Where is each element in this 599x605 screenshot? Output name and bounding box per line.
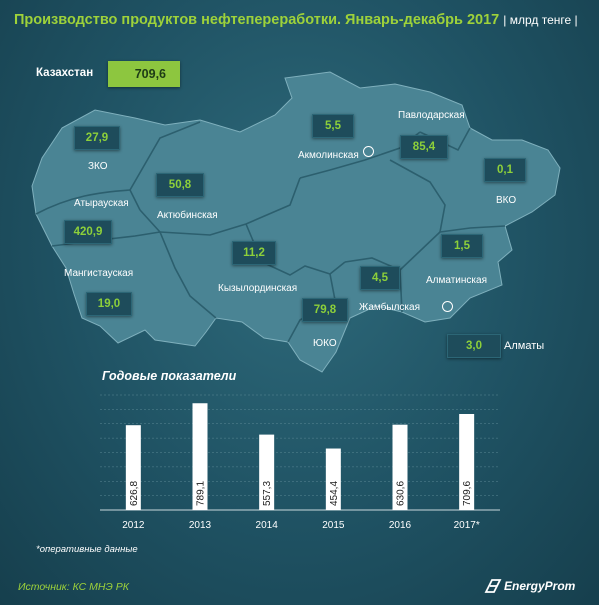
kyzylorda-value: 11,2	[232, 241, 276, 265]
chart-x-tick-label: 2013	[189, 520, 212, 531]
vko-label: ВКО	[496, 195, 517, 206]
almaty-city-marker	[442, 301, 453, 312]
chart-bar-value-label: 557,3	[262, 481, 273, 506]
chart-bar-value-label: 626,8	[129, 481, 140, 506]
chart-x-tick-labels: 2012 2013 2014 2015 2016 2017*	[122, 520, 480, 531]
title-text: Производство продуктов нефтепереработки.…	[14, 12, 500, 28]
chart-bar-2017*	[459, 413, 475, 510]
pavlodar-value: 85,4	[400, 135, 448, 159]
aktobe-value: 50,8	[156, 173, 204, 197]
zhambyl-label: Жамбылская	[359, 302, 420, 313]
chart-bar-value-label: 709,6	[462, 481, 473, 506]
zko-value: 27,9	[74, 126, 120, 150]
mangystau-label: Мангистауская	[64, 268, 134, 279]
mangystau-value: 19,0	[86, 292, 132, 316]
aktobe-label: Актюбинская	[157, 210, 218, 221]
chart-bar-value-label: 454,4	[329, 481, 340, 506]
zhambyl-value: 4,5	[360, 266, 400, 290]
chart-bar-2015	[325, 448, 341, 510]
kyzylorda-label: Кызылординская	[218, 283, 298, 294]
chart-x-tick-label: 2015	[322, 520, 345, 531]
chart-title: Годовые показатели	[102, 369, 237, 383]
almaty-obl-label: Алматинская	[426, 275, 487, 286]
chart-x-tick-label: 2017*	[454, 520, 480, 531]
almaty-obl-value: 1,5	[441, 234, 483, 258]
uko-value: 79,8	[302, 298, 348, 322]
chart-bar-value-label: 789,1	[196, 481, 207, 506]
almaty-city-value: 3,0	[447, 334, 501, 358]
chart-x-tick-label: 2014	[256, 520, 279, 531]
akmola-value: 5,5	[312, 114, 354, 138]
chart-bar-value-label: 630,6	[396, 481, 407, 506]
logo-text: EnergyProm	[504, 579, 576, 593]
atyrau-label: Атырауская	[74, 198, 129, 209]
chart-bars: 626,8 789,1 557,3 454,4 630,6 709,6	[125, 403, 475, 510]
chart-x-tick-label: 2012	[122, 520, 145, 531]
almaty-city-label: Алматы	[504, 340, 545, 352]
chart-bar-2012	[125, 425, 141, 510]
zko-label: ЗКО	[88, 161, 108, 172]
page-title: Производство продуктов нефтепереработки.…	[14, 12, 589, 28]
annual-bar-chart: 626,8 789,1 557,3 454,4 630,6 709,6 2012 2013 2…	[100, 394, 500, 531]
source-note: Источник: КС МНЭ РК	[18, 581, 129, 593]
pavlodar-label: Павлодарская	[398, 110, 465, 121]
uko-label: ЮКО	[313, 338, 337, 349]
total-label: Казахстан	[36, 67, 94, 79]
energyprom-logo-icon	[484, 579, 502, 593]
energyprom-logo: EnergyProm	[484, 578, 575, 594]
chart-bar-2016	[392, 424, 408, 510]
astana-city-marker	[363, 146, 374, 157]
chart-x-tick-label: 2016	[389, 520, 412, 531]
chart-bar-2014	[259, 434, 275, 510]
unit-text: | млрд тенге |	[503, 13, 578, 27]
vko-value: 0,1	[484, 158, 526, 182]
akmola-label: Акмолинская	[298, 150, 359, 161]
chart-gridlines	[100, 394, 500, 511]
total-value: 709,6	[108, 61, 180, 87]
footnote: *оперативные данные	[36, 544, 138, 555]
chart-bar-2013	[192, 403, 208, 510]
atyrau-value: 420,9	[64, 220, 112, 244]
